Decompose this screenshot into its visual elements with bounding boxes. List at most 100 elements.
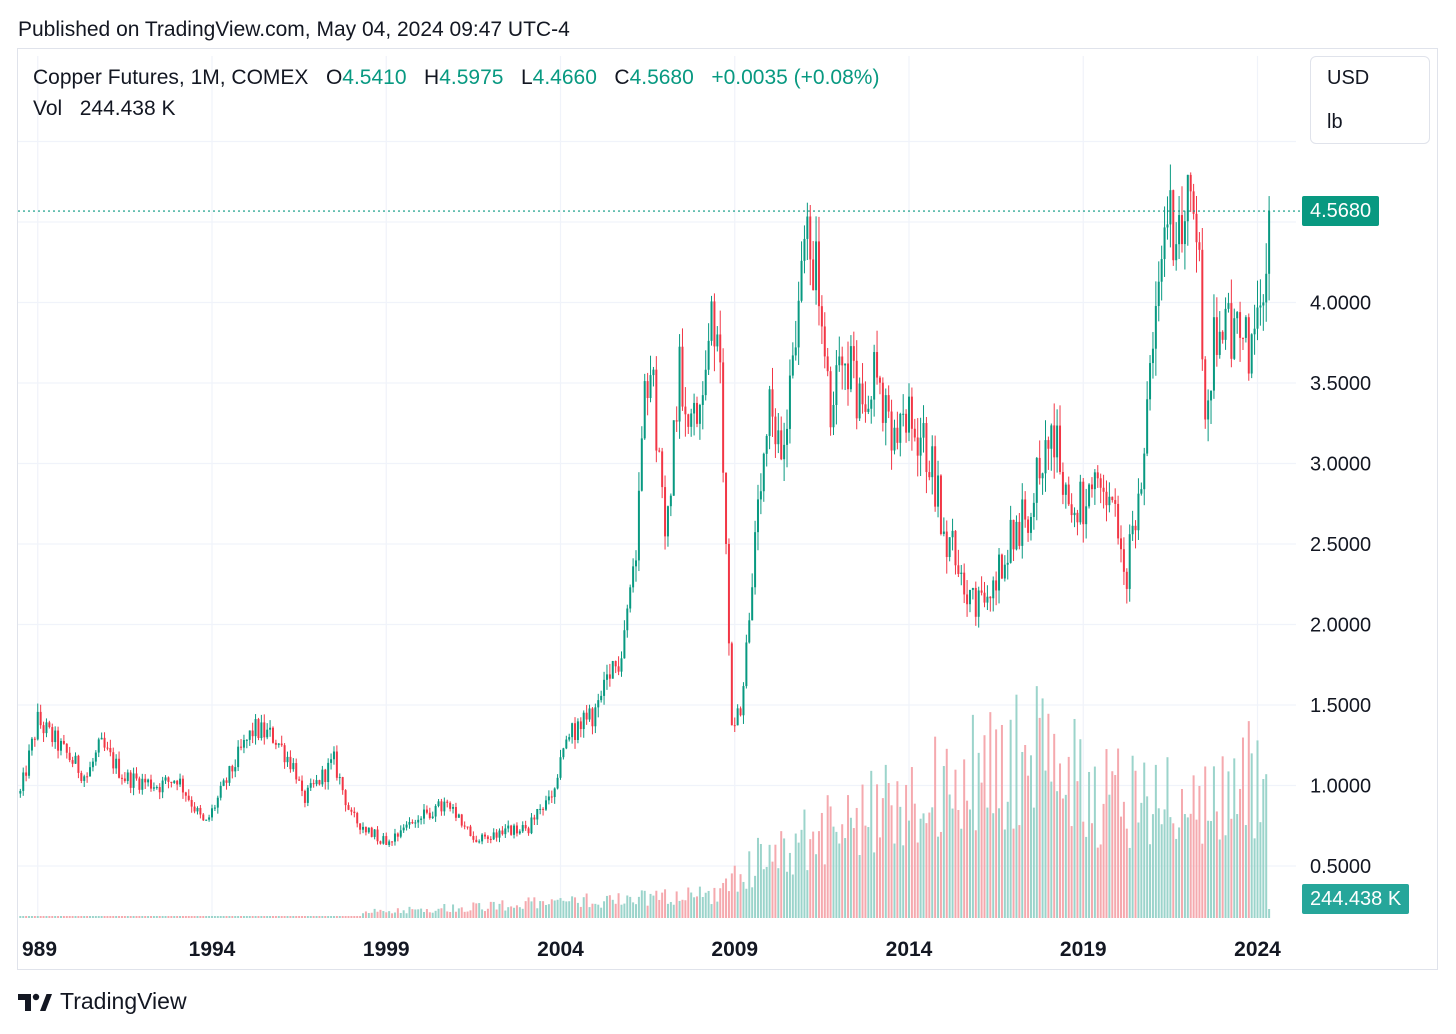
volume-bar bbox=[240, 916, 243, 918]
volume-bar bbox=[890, 805, 893, 918]
volume-bar bbox=[765, 866, 768, 918]
candle-body bbox=[963, 572, 966, 595]
volume-bar bbox=[225, 916, 228, 918]
volume-bar bbox=[989, 712, 992, 918]
currency-label[interactable]: USD bbox=[1327, 67, 1370, 89]
volume-bar bbox=[1221, 756, 1224, 918]
volume-bar bbox=[1149, 844, 1152, 918]
volume-bar bbox=[893, 843, 896, 918]
candle-body bbox=[164, 777, 167, 781]
candle-body bbox=[626, 608, 629, 631]
volume-bar bbox=[594, 903, 597, 918]
volume-bar bbox=[231, 916, 234, 918]
candle-body bbox=[550, 796, 553, 798]
candle-body bbox=[434, 805, 437, 817]
chart-frame[interactable] bbox=[17, 48, 1438, 970]
candle-body bbox=[399, 830, 402, 837]
candle-body bbox=[794, 347, 797, 356]
volume-bar bbox=[1029, 755, 1032, 918]
candle-body bbox=[318, 780, 321, 785]
candle-body bbox=[1215, 317, 1218, 355]
volume-bar bbox=[521, 908, 524, 918]
candle-body bbox=[405, 824, 408, 828]
candle-body bbox=[301, 780, 304, 791]
volume-bar bbox=[1125, 828, 1128, 918]
volume-bar bbox=[507, 907, 510, 918]
candle-body bbox=[1096, 472, 1099, 479]
volume-bar bbox=[420, 908, 423, 918]
last-price-tag: 4.5680 bbox=[1302, 196, 1380, 227]
volume-bar bbox=[483, 911, 486, 918]
volume-bar bbox=[698, 886, 701, 918]
candle-body bbox=[826, 356, 829, 372]
candle-body bbox=[495, 832, 498, 838]
candle-body bbox=[1244, 317, 1247, 338]
candle-body bbox=[791, 355, 794, 376]
candle-body bbox=[271, 727, 274, 743]
volume-bar bbox=[173, 916, 176, 918]
candle-body bbox=[202, 814, 205, 821]
volume-bar bbox=[1024, 744, 1027, 918]
tradingview-brand[interactable]: TradingView bbox=[18, 988, 187, 1015]
candle-body bbox=[780, 430, 783, 460]
volume-bar bbox=[245, 916, 248, 918]
volume-bar bbox=[388, 911, 391, 918]
candle-body bbox=[565, 739, 568, 749]
volume-bar bbox=[347, 916, 350, 918]
candle-body bbox=[817, 241, 820, 307]
candle-body bbox=[1227, 303, 1230, 309]
candle-body bbox=[640, 438, 643, 491]
grid-lines bbox=[18, 56, 1296, 918]
volume-bar bbox=[730, 873, 733, 918]
candle-body bbox=[1056, 425, 1059, 458]
volume-bar bbox=[254, 916, 257, 918]
candle-body bbox=[187, 795, 190, 800]
candle-body bbox=[36, 711, 39, 740]
volume-bar bbox=[858, 855, 861, 918]
volume-bar bbox=[1143, 762, 1146, 918]
candle-body bbox=[751, 587, 754, 621]
volume-bar bbox=[408, 906, 411, 918]
volume-bar bbox=[1244, 825, 1247, 918]
volume-bar bbox=[33, 916, 36, 918]
volume-bar bbox=[1192, 775, 1195, 918]
volume-bar bbox=[321, 916, 324, 918]
candle-body bbox=[951, 530, 954, 538]
volume-bar bbox=[277, 916, 280, 918]
volume-bar bbox=[1186, 817, 1189, 918]
volume-bar bbox=[344, 916, 347, 918]
volume-label: Vol bbox=[33, 97, 63, 120]
volume-bar bbox=[736, 891, 739, 918]
volume-bar bbox=[794, 833, 797, 918]
volume-bar bbox=[1140, 802, 1143, 918]
volume-bar bbox=[263, 916, 266, 918]
volume-bar bbox=[318, 916, 321, 918]
volume-bar bbox=[1172, 823, 1175, 918]
candle-body bbox=[1134, 525, 1137, 531]
candle-body bbox=[1024, 499, 1027, 520]
currency-unit-selector[interactable]: USD lb bbox=[1310, 56, 1430, 144]
candle-body bbox=[498, 830, 501, 838]
candle-body bbox=[1070, 504, 1073, 516]
volume-bar bbox=[120, 916, 123, 918]
x-tick-label: 1994 bbox=[189, 938, 236, 961]
y-tick-label: 2.5000 bbox=[1310, 534, 1371, 556]
unit-label[interactable]: lb bbox=[1327, 111, 1343, 133]
x-tick-label: 2004 bbox=[537, 938, 584, 961]
volume-bar bbox=[1230, 818, 1233, 918]
volume-bar bbox=[701, 897, 704, 918]
volume-bar bbox=[1207, 820, 1210, 918]
candle-body bbox=[1157, 281, 1160, 307]
candle-body bbox=[992, 580, 995, 599]
candle-body bbox=[919, 437, 922, 456]
candle-body bbox=[1012, 519, 1015, 550]
candle-body bbox=[240, 746, 243, 748]
candle-body bbox=[135, 773, 138, 779]
candle-body bbox=[483, 834, 486, 837]
candle-body bbox=[28, 750, 31, 776]
candle-body bbox=[664, 487, 667, 537]
volume-bar bbox=[135, 916, 138, 918]
volume-bar bbox=[626, 895, 629, 918]
volume-bar bbox=[48, 916, 51, 918]
